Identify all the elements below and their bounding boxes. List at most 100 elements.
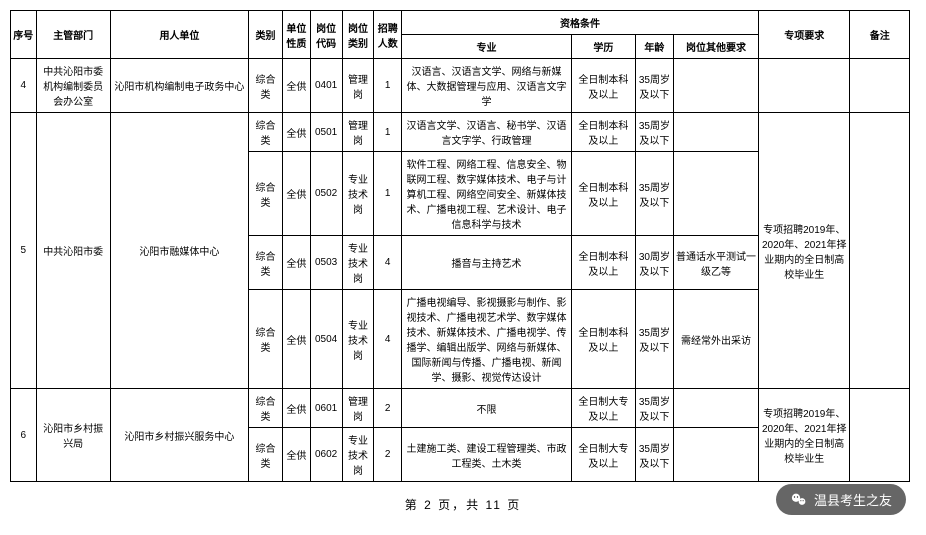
cell-gwqt — [674, 113, 759, 152]
cell-zgbm: 中共沁阳市委机构编制委员会办公室 — [36, 59, 110, 113]
th-lb: 类别 — [249, 11, 283, 59]
cell-zy: 不限 — [402, 389, 572, 428]
cell-yrdw: 沁阳市乡村振兴服务中心 — [110, 389, 248, 482]
cell-nl: 35周岁及以下 — [635, 152, 673, 236]
cell-nl: 35周岁及以下 — [635, 290, 673, 389]
cell-gwdm: 0501 — [310, 113, 342, 152]
cell-bz — [850, 389, 910, 482]
cell-zprs: 1 — [374, 59, 402, 113]
cell-xl: 全日制本科及以上 — [572, 152, 636, 236]
cell-nl: 30周岁及以下 — [635, 236, 673, 290]
cell-zprs: 4 — [374, 236, 402, 290]
th-xh: 序号 — [11, 11, 37, 59]
cell-gwdm: 0401 — [310, 59, 342, 113]
cell-xl: 全日制本科及以上 — [572, 236, 636, 290]
cell-gwlb: 专业技术岗 — [342, 428, 374, 482]
pager-suffix: 页 — [507, 498, 521, 512]
table-row: 6沁阳市乡村振兴局沁阳市乡村振兴服务中心综合类全供0601管理岗2不限全日制大专… — [11, 389, 910, 428]
th-bz: 备注 — [850, 11, 910, 59]
cell-zprs: 2 — [374, 389, 402, 428]
cell-zy: 播音与主持艺术 — [402, 236, 572, 290]
cell-nl: 35周岁及以下 — [635, 59, 673, 113]
cell-lb: 综合类 — [249, 113, 283, 152]
pager-prefix: 第 — [405, 498, 419, 512]
table-body: 4 中共沁阳市委机构编制委员会办公室 沁阳市机构编制电子政务中心 综合类 全供 … — [11, 59, 910, 482]
cell-lb: 综合类 — [249, 236, 283, 290]
cell-xl: 全日制本科及以上 — [572, 290, 636, 389]
cell-gwqt — [674, 152, 759, 236]
cell-xh: 4 — [11, 59, 37, 113]
cell-gwqt — [674, 59, 759, 113]
cell-dwxz: 全供 — [283, 59, 311, 113]
cell-gwlb: 专业技术岗 — [342, 236, 374, 290]
cell-nl: 35周岁及以下 — [635, 428, 673, 482]
cell-gwdm: 0601 — [310, 389, 342, 428]
th-gwqt: 岗位其他要求 — [674, 35, 759, 59]
cell-zy: 汉语言、汉语言文学、网络与新媒体、大数据管理与应用、汉语言文字学 — [402, 59, 572, 113]
cell-yrdw: 沁阳市机构编制电子政务中心 — [110, 59, 248, 113]
cell-gwlb: 专业技术岗 — [342, 152, 374, 236]
table-header: 序号 主管部门 用人单位 类别 单位性质 岗位代码 岗位类别 招聘人数 资格条件… — [11, 11, 910, 59]
pager-middle: 页，共 — [438, 498, 480, 512]
th-gwdm: 岗位代码 — [310, 11, 342, 59]
th-yrdw: 用人单位 — [110, 11, 248, 59]
cell-bz — [850, 59, 910, 113]
cell-zxyq: 专项招聘2019年、2020年、2021年择业期内的全日制高校毕业生 — [759, 113, 850, 389]
cell-dwxz: 全供 — [283, 389, 311, 428]
cell-zgbm: 沁阳市乡村振兴局 — [36, 389, 110, 482]
watermark-text: 温县考生之友 — [814, 490, 892, 509]
cell-gwlb: 管理岗 — [342, 59, 374, 113]
cell-gwqt — [674, 428, 759, 482]
cell-xl: 全日制本科及以上 — [572, 59, 636, 113]
cell-lb: 综合类 — [249, 290, 283, 389]
cell-bz — [850, 113, 910, 389]
th-zgtj: 资格条件 — [402, 11, 759, 35]
cell-xl: 全日制本科及以上 — [572, 113, 636, 152]
cell-zprs: 1 — [374, 152, 402, 236]
th-gwlb: 岗位类别 — [342, 11, 374, 59]
recruitment-table: 序号 主管部门 用人单位 类别 单位性质 岗位代码 岗位类别 招聘人数 资格条件… — [10, 10, 910, 482]
cell-zgbm: 中共沁阳市委 — [36, 113, 110, 389]
cell-gwlb: 管理岗 — [342, 389, 374, 428]
cell-gwlb: 专业技术岗 — [342, 290, 374, 389]
cell-gwdm: 0503 — [310, 236, 342, 290]
cell-zprs: 4 — [374, 290, 402, 389]
cell-xl: 全日制大专及以上 — [572, 389, 636, 428]
cell-yrdw: 沁阳市融媒体中心 — [110, 113, 248, 389]
th-zy: 专业 — [402, 35, 572, 59]
cell-nl: 35周岁及以下 — [635, 113, 673, 152]
cell-gwqt: 需经常外出采访 — [674, 290, 759, 389]
cell-gwqt: 普通话水平测试一级乙等 — [674, 236, 759, 290]
table-row: 5中共沁阳市委沁阳市融媒体中心综合类全供0501管理岗1汉语言文学、汉语言、秘书… — [11, 113, 910, 152]
cell-zprs: 1 — [374, 113, 402, 152]
cell-gwlb: 管理岗 — [342, 113, 374, 152]
pager-current: 2 — [424, 498, 433, 512]
cell-zy: 汉语言文学、汉语言、秘书学、汉语言文字学、行政管理 — [402, 113, 572, 152]
cell-zxyq: 专项招聘2019年、2020年、2021年择业期内的全日制高校毕业生 — [759, 389, 850, 482]
wechat-icon — [790, 491, 808, 509]
cell-zy: 广播电视编导、影视摄影与制作、影视技术、广播电视艺术学、数字媒体技术、新媒体技术… — [402, 290, 572, 389]
cell-zy: 土建施工类、建设工程管理类、市政工程类、土木类 — [402, 428, 572, 482]
cell-lb: 综合类 — [249, 389, 283, 428]
th-zxyq: 专项要求 — [759, 11, 850, 59]
pager-total: 11 — [485, 498, 501, 512]
th-zgbm: 主管部门 — [36, 11, 110, 59]
cell-gwqt — [674, 389, 759, 428]
watermark: 温县考生之友 — [776, 484, 906, 515]
cell-zprs: 2 — [374, 428, 402, 482]
cell-dwxz: 全供 — [283, 236, 311, 290]
th-zprs: 招聘人数 — [374, 11, 402, 59]
cell-gwdm: 0502 — [310, 152, 342, 236]
cell-xl: 全日制大专及以上 — [572, 428, 636, 482]
cell-nl: 35周岁及以下 — [635, 389, 673, 428]
cell-dwxz: 全供 — [283, 152, 311, 236]
cell-lb: 综合类 — [249, 428, 283, 482]
cell-zxyq — [759, 59, 850, 113]
cell-xh: 6 — [11, 389, 37, 482]
cell-lb: 综合类 — [249, 152, 283, 236]
th-xl: 学历 — [572, 35, 636, 59]
cell-lb: 综合类 — [249, 59, 283, 113]
cell-dwxz: 全供 — [283, 290, 311, 389]
th-nl: 年龄 — [635, 35, 673, 59]
table-row: 4 中共沁阳市委机构编制委员会办公室 沁阳市机构编制电子政务中心 综合类 全供 … — [11, 59, 910, 113]
